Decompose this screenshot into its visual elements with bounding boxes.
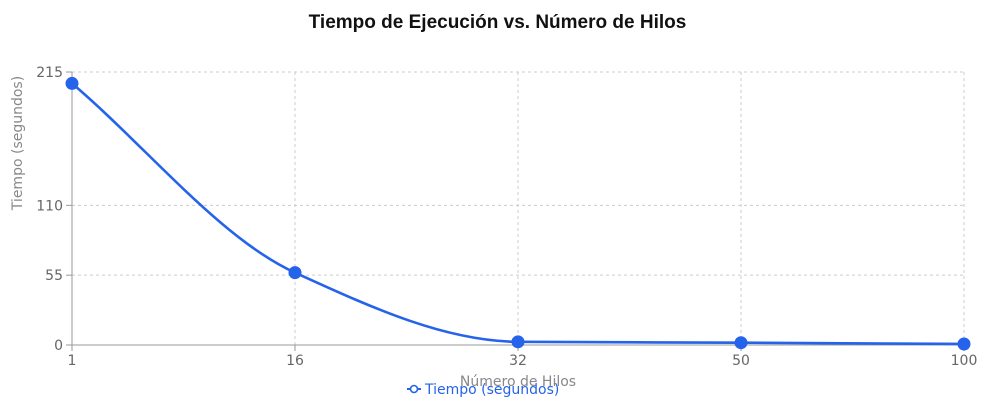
y-tick-label: 55	[45, 268, 63, 284]
legend-marker-icon	[409, 384, 419, 394]
x-tick-labels: 1 16 32 50 100	[68, 345, 978, 369]
x-tick-label: 1	[68, 353, 77, 369]
chart-title: Tiempo de Ejecución vs. Número de Hilos	[308, 12, 687, 33]
x-tick-label: 50	[732, 353, 750, 369]
data-point-32[interactable]	[511, 335, 525, 349]
grid	[72, 71, 965, 345]
y-tick-label: 0	[54, 338, 63, 354]
legend-label: Tiempo (segundos)	[424, 382, 559, 398]
y-axis-title: Tiempo (segundos)	[10, 76, 26, 211]
series-layer	[65, 76, 971, 351]
x-tick-label: 32	[509, 353, 527, 369]
y-tick-label: 215	[36, 65, 63, 81]
data-point-50[interactable]	[734, 336, 748, 350]
y-tick-label: 110	[36, 198, 63, 214]
legend[interactable]: Tiempo (segundos)	[407, 382, 559, 398]
data-point-1[interactable]	[65, 76, 79, 90]
y-tick-labels: 0 55 110 215	[36, 65, 72, 354]
x-tick-label: 100	[951, 353, 978, 369]
x-tick-label: 16	[286, 353, 304, 369]
data-point-16[interactable]	[288, 266, 302, 280]
x-axis-title: Número de Hilos	[460, 374, 576, 390]
data-point-100[interactable]	[957, 337, 971, 351]
series-line	[71, 82, 965, 346]
